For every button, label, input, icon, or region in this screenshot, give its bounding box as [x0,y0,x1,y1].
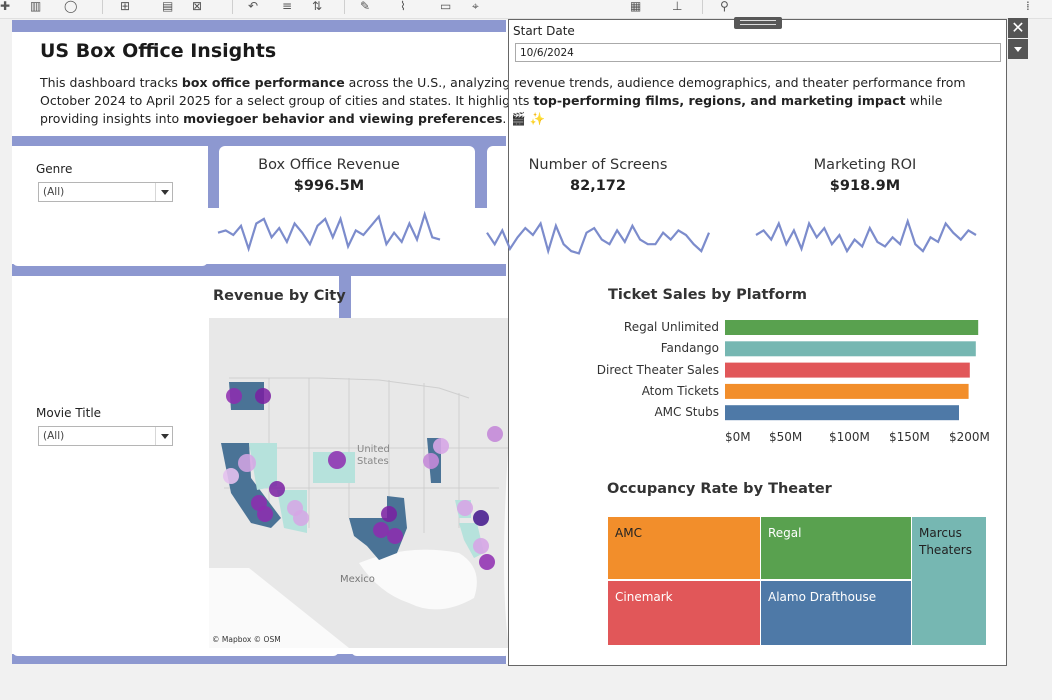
sparkline-1[interactable] [486,220,711,256]
treemap-label: Alamo Drafthouse [768,590,877,604]
kpi-title-revenue: Box Office Revenue [258,157,400,173]
map-label-us-1: United [357,444,390,455]
treemap-label: Cinemark [615,590,673,604]
description-overlay-clip: This dashboard tracks box office perform… [513,74,1003,130]
gulf-of-mexico [359,549,477,610]
treemap-cell-amc[interactable]: AMC [607,516,761,580]
bottom-band [12,654,506,664]
kpi-title-screens-overlay: Number of Screens [528,157,668,173]
treemap-cell-marcus[interactable]: Marcus Theaters [911,516,987,646]
movie-title-filter-dropdown[interactable]: (All) [38,426,173,446]
start-date-label: Start Date [513,24,575,38]
occupancy-title: Occupancy Rate by Theater [607,481,832,497]
link-icon[interactable]: ⌇ [400,0,406,13]
movie-title-filter-label: Movie Title [36,406,102,420]
kpi-title-roi-overlay: Marketing ROI [813,157,917,173]
x-tick-label: $150M [889,430,930,444]
treemap-cell-alamo[interactable]: Alamo Drafthouse [760,580,912,646]
plus-icon[interactable]: ✚ [0,0,11,13]
movie-title-filter-value: (All) [43,430,65,442]
bar-regal-unlimited[interactable] [725,320,979,335]
treemap-label: Marcus [919,526,962,540]
map-title: Revenue by City [213,288,346,304]
bar-fandango[interactable] [725,341,976,357]
chevron-down-icon[interactable] [155,183,172,201]
page-title: US Box Office Insights [40,40,277,62]
bar-atom-tickets[interactable] [725,383,969,399]
filter-card [12,146,208,266]
map-label-us-2: States [357,456,389,467]
x-tick-label: $200M [949,430,990,444]
dashboard-description-overlay: This dashboard tracks box office perform… [513,75,966,126]
panel-menu-button[interactable] [1008,39,1028,59]
x-tick-label: $100M [829,430,870,444]
bar-label: AMC Stubs [654,405,719,420]
map-label-mexico: Mexico [340,574,375,585]
add-sheet-icon[interactable]: ⊞ [120,0,131,13]
treemap-cell-cinemark[interactable]: Cinemark [607,580,761,646]
kpi-value-screens-overlay: 82,172 [570,178,626,194]
genre-filter-dropdown[interactable]: (All) [38,182,173,202]
swap-icon[interactable]: ▭ [440,0,452,13]
pin-icon[interactable]: ⌖ [472,0,479,13]
kpi-band-top [12,136,506,146]
bar-direct-theater-sales[interactable] [725,362,970,378]
pen-icon[interactable]: ✎ [360,0,371,13]
bar-label: Direct Theater Sales [596,362,719,377]
treemap-label: Theaters [919,543,972,557]
kpi-value-roi-overlay: $918.9M [829,178,901,194]
treemap-label: Regal [768,526,802,540]
kpi-value-revenue: $996.5M [293,178,365,194]
chevron-down-icon[interactable] [155,427,172,445]
sort-icon[interactable]: ⇅ [312,0,323,13]
bar-label: Regal Unlimited [623,320,719,334]
bar-label: Atom Tickets [641,383,719,398]
bars-icon[interactable]: ▥ [30,0,42,13]
treemap-label: AMC [615,526,642,540]
circle-icon[interactable]: ◯ [64,0,78,13]
toolbar-divider [232,0,233,14]
toolbar-divider [102,0,103,14]
clear-icon[interactable]: ⊠ [192,0,203,13]
pacific-ocean [209,568,349,648]
ticket-sales-title: Ticket Sales by Platform [608,287,807,303]
axis-icon[interactable]: ⊥ [672,0,683,13]
sparkline-0[interactable] [217,210,441,253]
share-icon[interactable]: ⚲ [720,0,729,13]
x-tick-label: $0M [725,430,751,444]
toolbar-divider [702,0,703,14]
kpi-band-bottom [12,264,506,276]
top-band [12,20,506,32]
redo-icon[interactable]: ≡ [282,0,293,13]
x-tick-label: $50M [769,430,803,444]
drag-handle-icon[interactable] [734,17,782,29]
genre-filter-label: Genre [36,162,73,176]
undo-icon[interactable]: ↶ [248,0,259,13]
chart-icon[interactable]: ▦ [630,0,642,13]
trash-icon[interactable]: ▤ [162,0,174,13]
state-nevada[interactable] [249,443,277,490]
bar-amc-stubs[interactable] [725,405,959,421]
start-date-input[interactable] [515,43,1001,62]
map-credit: © Mapbox © OSM [212,635,281,644]
sparkline-2[interactable] [755,217,977,254]
close-icon[interactable]: ✕ [1008,18,1028,38]
bar-label: Fandango [660,341,719,356]
toolbar: ✚ ▥ ◯ ⊞ ▤ ⊠ ↶ ≡ ⇅ ✎ ⌇ ▭ ⌖ ▦ ⊥ ⚲ ⁞ [0,0,1052,19]
more-icon[interactable]: ⁞ [1026,0,1030,13]
toolbar-divider [344,0,345,14]
treemap-cell-regal[interactable]: Regal [760,516,912,580]
genre-filter-value: (All) [43,186,65,198]
